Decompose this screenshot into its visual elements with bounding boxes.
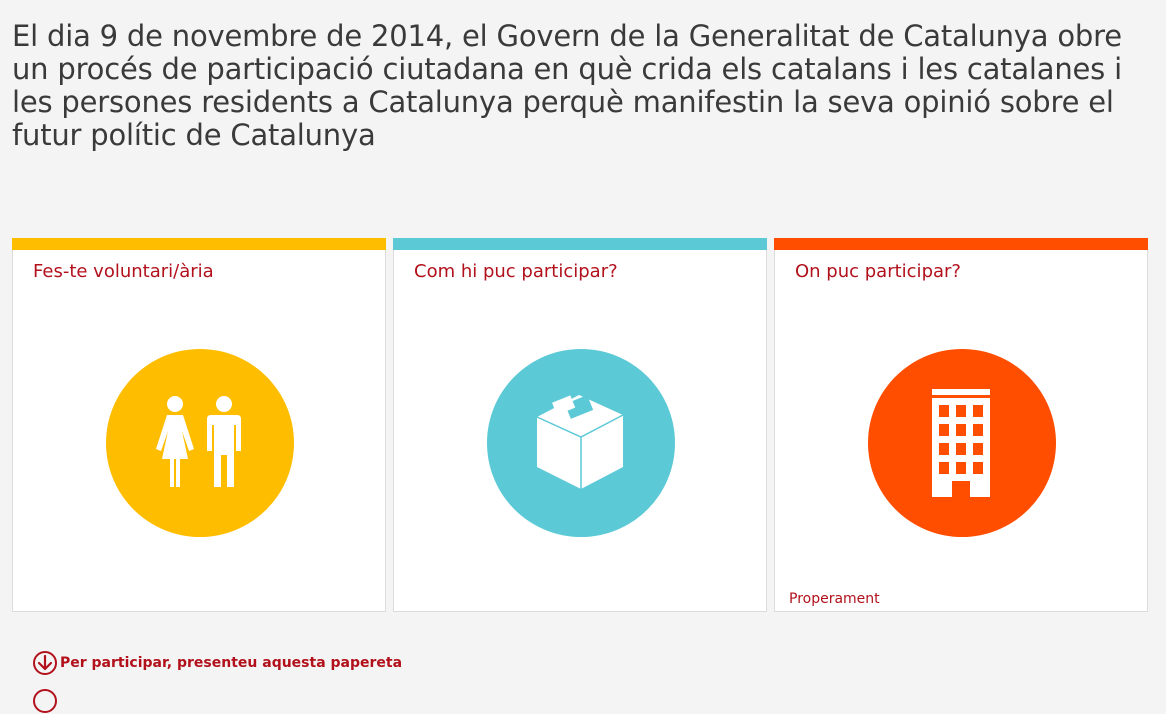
- intro-heading: El dia 9 de novembre de 2014, el Govern …: [12, 19, 1122, 152]
- coming-soon-label: Properament: [789, 591, 880, 607]
- card-accent-bar: [393, 238, 767, 250]
- card-where-to-participate[interactable]: On puc participar? Properament: [774, 238, 1148, 612]
- card-volunteer[interactable]: Fes-te voluntari/ària: [12, 238, 386, 612]
- building-icon[interactable]: [868, 349, 1056, 537]
- present-ballot-link[interactable]: Per participar, presenteu aquesta papere…: [32, 650, 402, 676]
- ballot-box-icon[interactable]: X: [487, 349, 675, 537]
- card-title[interactable]: Fes-te voluntari/ària: [33, 261, 214, 282]
- arrow-down-circle-icon: [33, 651, 57, 675]
- info-circle-icon[interactable]: [32, 688, 58, 714]
- card-title[interactable]: On puc participar?: [795, 261, 961, 282]
- card-accent-bar: [12, 238, 386, 250]
- people-icon[interactable]: [106, 349, 294, 537]
- card-title[interactable]: Com hi puc participar?: [414, 261, 618, 282]
- card-how-to-participate[interactable]: Com hi puc participar? X: [393, 238, 767, 612]
- card-accent-bar: [774, 238, 1148, 250]
- link-label[interactable]: Per participar, presenteu aquesta papere…: [60, 655, 403, 671]
